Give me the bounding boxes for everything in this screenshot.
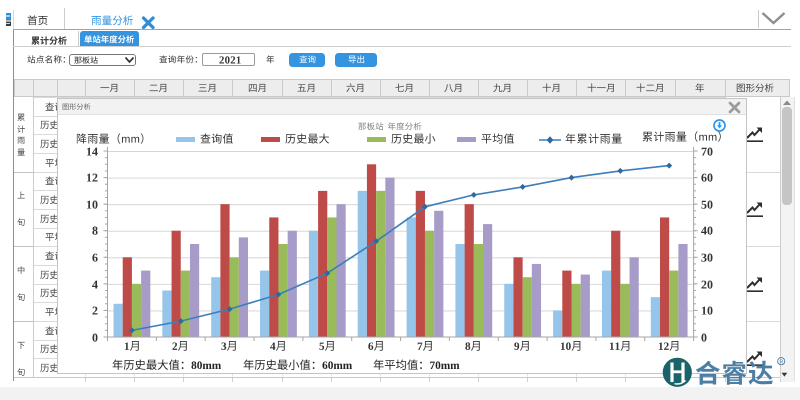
svg-text:R: R: [779, 360, 783, 366]
